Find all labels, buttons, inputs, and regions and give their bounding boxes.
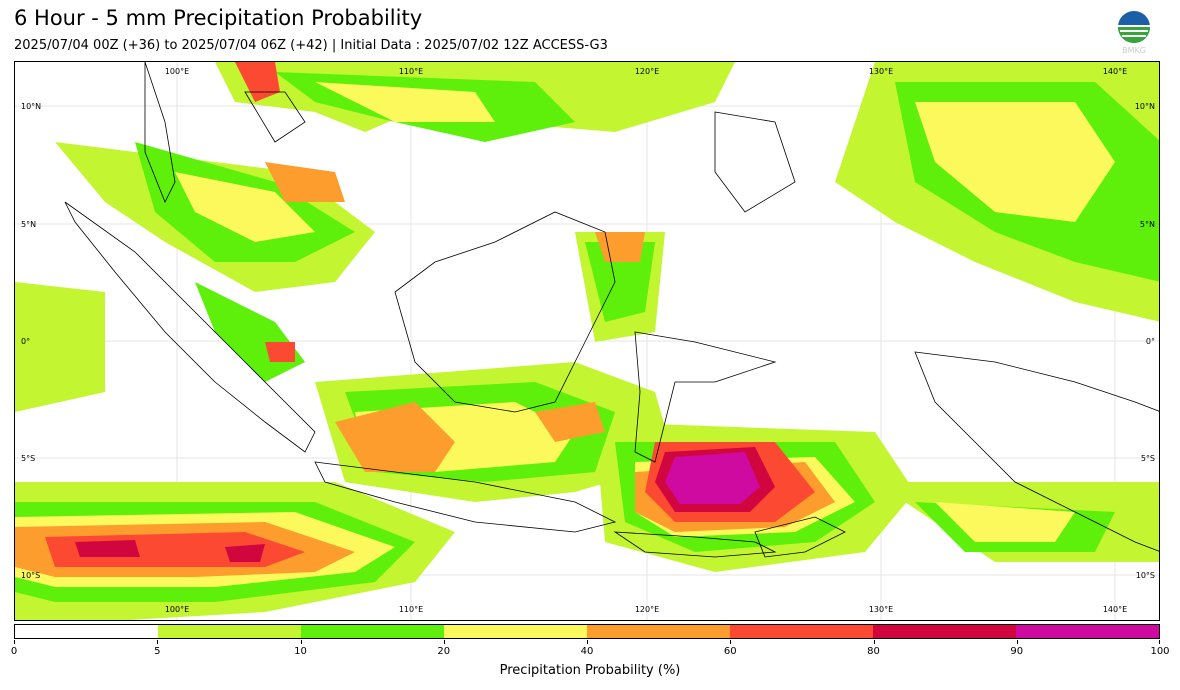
lat-label-right: 10°S [1136,571,1155,580]
colorbar [14,624,1160,639]
chart-subtitle: 2025/07/04 00Z (+36) to 2025/07/04 06Z (… [14,38,608,53]
lat-label-left: 10°S [21,571,40,580]
lat-label-right: 5°N [1140,220,1155,229]
logo-text: BMKG [1122,46,1146,55]
lon-label-top: 140°E [1103,67,1127,76]
colorbar-tick-label: 90 [1010,646,1024,657]
prob-band-90-100 [665,452,760,504]
lat-label-right: 5°S [1141,454,1155,463]
colorbar-label: Precipitation Probability (%) [499,663,681,678]
lat-label-right: 10°N [1135,102,1155,111]
lat-label-left: 0° [21,337,30,346]
colorbar-segment [158,625,301,638]
lat-label-left: 5°S [21,454,35,463]
colorbar-tick-label: 100 [1150,646,1170,657]
colorbar-tick-label: 5 [154,646,161,657]
lon-label-top: 120°E [635,67,659,76]
chart-title: 6 Hour - 5 mm Precipitation Probability [14,6,423,30]
colorbar-tick-label: 10 [294,646,307,657]
colorbar-tick-label: 0 [10,646,18,657]
map-coordinate-labels: 100°E 110°E 120°E 130°E 140°E 100°E 110°… [21,67,1155,614]
colorbar-segment [15,625,158,638]
colorbar-segment [1016,625,1159,638]
colorbar-tick [443,640,445,644]
lat-label-right: 0° [1146,337,1155,346]
colorbar-tick [730,640,732,644]
lon-label-top: 100°E [165,67,189,76]
colorbar-tick [1159,640,1160,644]
bmkg-logo: BMKG [1113,10,1155,56]
lon-label-bottom: 110°E [399,605,423,614]
colorbar-segment [730,625,873,638]
colorbar-tick [587,640,588,644]
lon-label-top: 110°E [399,67,423,76]
colorbar-segment [587,625,730,638]
colorbar-tick-label: 60 [723,646,737,657]
lon-label-bottom: 120°E [635,605,659,614]
coastlines [64,62,1159,558]
colorbar-tick [300,640,302,644]
colorbar-segment [873,625,1016,638]
colorbar-tick-label: 40 [580,646,594,657]
lat-label-left: 5°N [21,220,36,229]
lon-label-bottom: 140°E [1103,605,1127,614]
colorbar-tick [1016,640,1018,644]
colorbar-tick-label: 80 [867,646,880,657]
map-svg: 100°E 110°E 120°E 130°E 140°E 100°E 110°… [15,62,1159,620]
lon-label-bottom: 130°E [869,605,893,614]
precipitation-map: 100°E 110°E 120°E 130°E 140°E 100°E 110°… [14,61,1160,621]
colorbar-tick [873,640,875,644]
lon-label-top: 130°E [869,67,893,76]
lat-label-left: 10°N [21,102,41,111]
colorbar-segment [444,625,587,638]
lon-label-bottom: 100°E [165,605,189,614]
colorbar-segment [301,625,444,638]
colorbar-tick [14,640,15,644]
colorbar-tick [157,640,159,644]
colorbar-tick-label: 20 [437,646,451,657]
